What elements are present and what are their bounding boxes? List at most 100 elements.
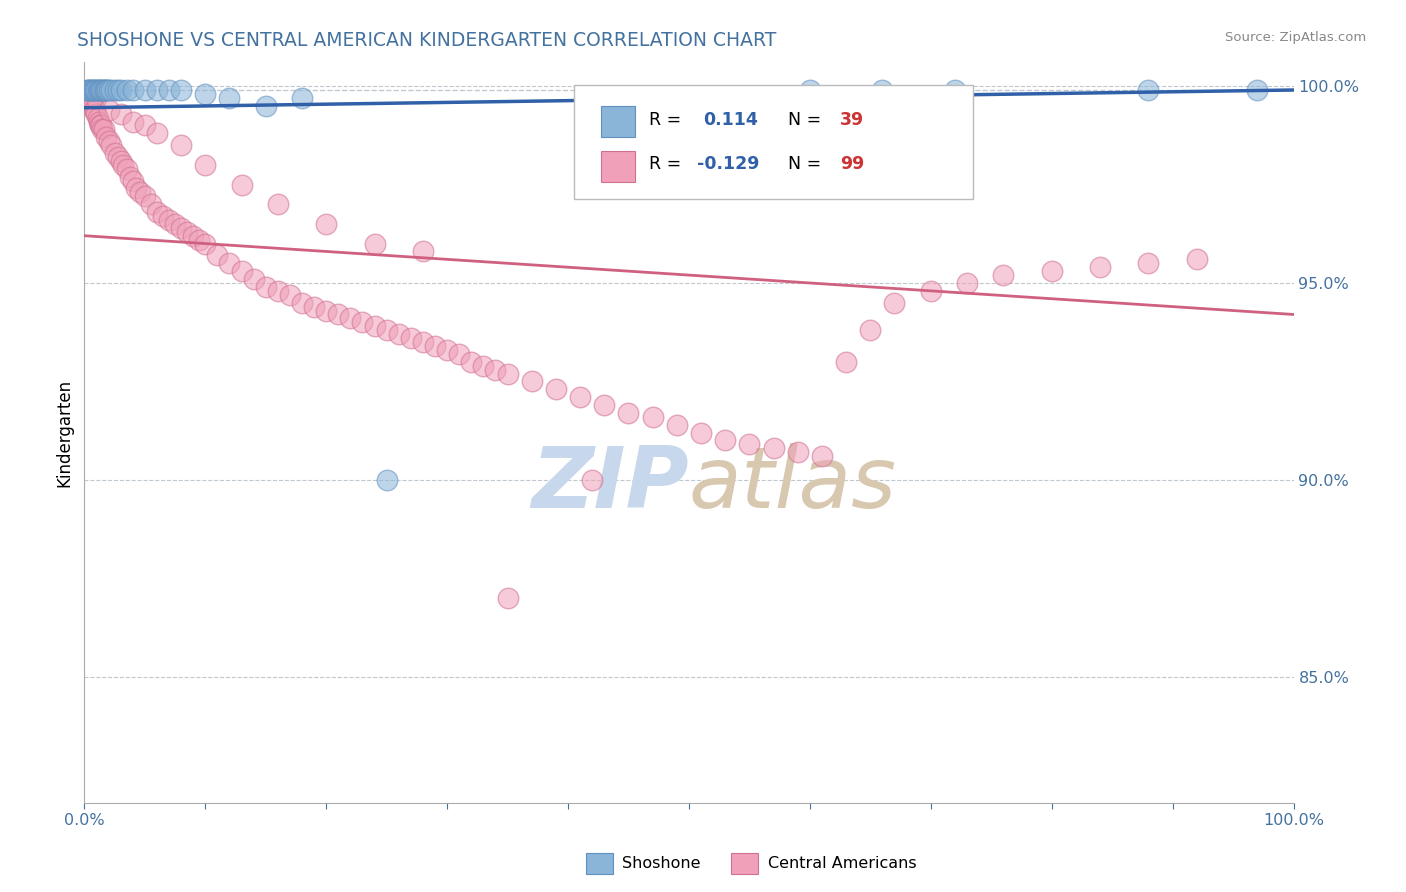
Point — [121, 173, 143, 187]
Point — [110, 153, 132, 168]
Point — [104, 146, 127, 161]
Point — [484, 362, 506, 376]
Bar — [731, 853, 758, 874]
Point — [714, 434, 737, 448]
Point — [110, 83, 132, 97]
Point — [617, 406, 640, 420]
Bar — [586, 853, 613, 874]
Point — [100, 83, 122, 97]
Point — [859, 323, 882, 337]
Point — [872, 83, 894, 97]
Point — [86, 83, 108, 97]
Point — [1246, 83, 1268, 97]
Point — [811, 449, 834, 463]
Point — [375, 473, 398, 487]
Point — [278, 287, 301, 301]
Point — [496, 591, 519, 605]
Point — [79, 95, 101, 109]
Point — [194, 158, 217, 172]
Point — [176, 225, 198, 239]
Point — [86, 83, 108, 97]
Point — [86, 106, 108, 120]
Point — [121, 114, 143, 128]
Point — [97, 134, 120, 148]
Point — [83, 83, 105, 97]
Point — [87, 83, 110, 97]
Point — [388, 327, 411, 342]
Point — [267, 284, 290, 298]
Point — [291, 295, 314, 310]
Point — [84, 103, 107, 117]
Point — [302, 300, 325, 314]
Point — [520, 375, 543, 389]
Point — [920, 284, 942, 298]
Point — [94, 83, 117, 97]
Point — [104, 83, 127, 97]
Point — [460, 355, 482, 369]
Point — [315, 303, 337, 318]
Point — [84, 83, 107, 97]
Point — [835, 355, 858, 369]
Point — [328, 308, 350, 322]
Point — [91, 83, 114, 97]
Point — [80, 83, 103, 97]
Point — [107, 83, 129, 97]
Point — [77, 83, 100, 97]
Y-axis label: Kindergarten: Kindergarten — [55, 378, 73, 487]
Point — [129, 186, 152, 200]
Point — [363, 236, 385, 251]
Point — [412, 334, 434, 349]
Point — [97, 83, 120, 97]
Point — [152, 209, 174, 223]
Point — [412, 244, 434, 259]
Text: 39: 39 — [841, 111, 865, 129]
Point — [146, 83, 169, 97]
Point — [134, 83, 156, 97]
Point — [87, 114, 110, 128]
Point — [339, 311, 361, 326]
Point — [94, 130, 117, 145]
Point — [110, 106, 132, 120]
Point — [97, 103, 120, 117]
Text: 0.114: 0.114 — [703, 111, 758, 129]
Point — [115, 161, 138, 176]
Point — [93, 83, 115, 97]
Point — [94, 83, 117, 97]
Point — [352, 315, 374, 329]
Point — [157, 83, 180, 97]
Point — [641, 409, 664, 424]
Bar — [600, 151, 634, 182]
Point — [188, 233, 211, 247]
Bar — [600, 106, 634, 137]
Point — [181, 228, 204, 243]
Point — [231, 178, 253, 192]
Point — [291, 91, 314, 105]
Text: N =: N = — [789, 111, 821, 129]
Point — [77, 91, 100, 105]
Text: ZIP: ZIP — [531, 443, 689, 526]
Point — [956, 276, 979, 290]
Point — [315, 217, 337, 231]
Point — [449, 347, 471, 361]
Text: Shoshone: Shoshone — [623, 855, 702, 871]
Point — [86, 91, 108, 105]
Point — [399, 331, 422, 345]
Point — [762, 442, 785, 456]
Point — [79, 83, 101, 97]
Point — [581, 473, 603, 487]
Point — [254, 280, 277, 294]
Point — [218, 91, 240, 105]
Point — [593, 398, 616, 412]
Point — [125, 181, 148, 195]
Point — [165, 217, 187, 231]
Point — [254, 99, 277, 113]
Point — [82, 99, 104, 113]
Point — [436, 343, 458, 357]
Point — [738, 437, 761, 451]
Text: 99: 99 — [841, 155, 865, 173]
Point — [170, 138, 193, 153]
Text: -0.129: -0.129 — [697, 155, 759, 173]
Text: Source: ZipAtlas.com: Source: ZipAtlas.com — [1226, 31, 1367, 45]
Point — [76, 83, 98, 97]
Point — [544, 382, 567, 396]
